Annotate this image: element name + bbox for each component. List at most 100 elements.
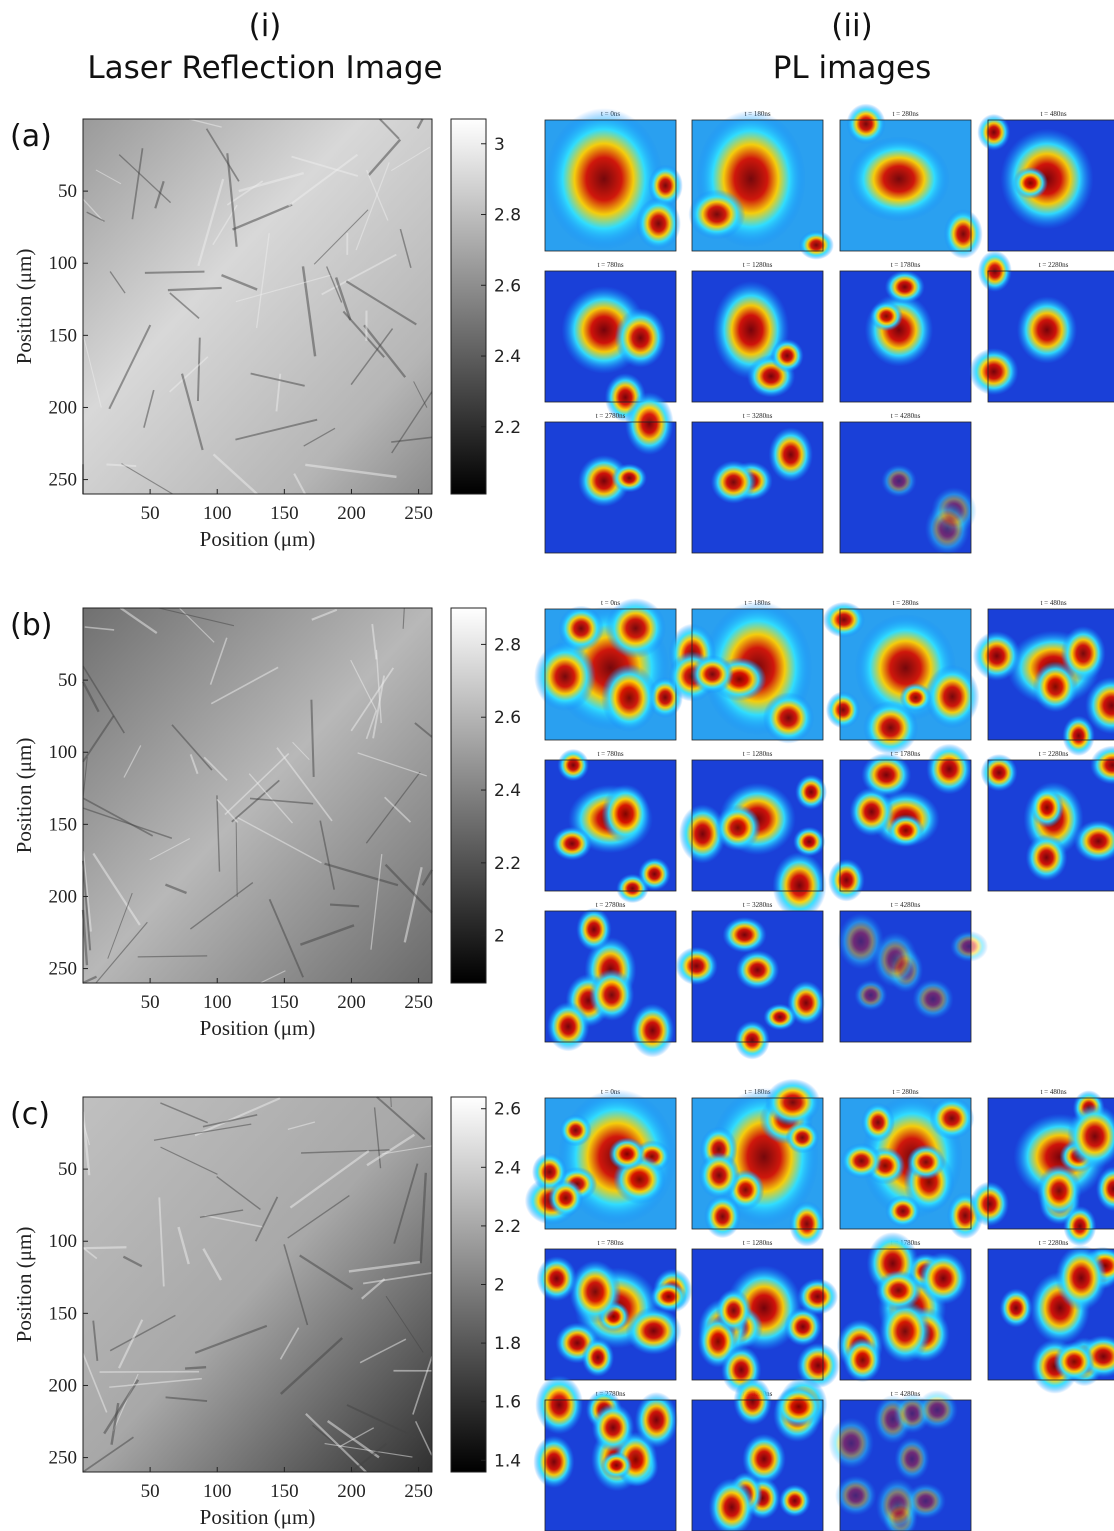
pl-blob xyxy=(763,692,814,743)
x-tick-label: 150 xyxy=(270,503,299,524)
y-tick-label: 100 xyxy=(49,253,78,274)
pl-blob xyxy=(704,1195,741,1238)
colorbar-tick-label: 2.6 xyxy=(494,708,521,728)
pl-blob xyxy=(875,1270,921,1311)
x-tick-label: 100 xyxy=(203,992,232,1013)
pl-image-title: t = 1280ns xyxy=(743,1239,773,1247)
texture-streak xyxy=(145,272,205,273)
pl-image-title: t = 2280ns xyxy=(1039,1239,1069,1247)
pl-blob xyxy=(625,392,674,455)
colorbar-tick-label: 3 xyxy=(494,135,505,155)
colorbar-tick-label: 2.2 xyxy=(494,1217,521,1237)
panel-label: (a) xyxy=(10,119,52,154)
y-tick-label: 100 xyxy=(49,742,78,763)
pl-blob xyxy=(625,1307,681,1355)
x-tick-label: 100 xyxy=(203,1481,232,1502)
colorbar-tick-label: 2.4 xyxy=(494,347,521,367)
pl-blob xyxy=(582,1338,614,1377)
x-tick-label: 200 xyxy=(337,503,366,524)
pl-blob xyxy=(547,1002,590,1052)
pl-blob xyxy=(907,1145,946,1180)
pl-blob xyxy=(592,1403,634,1452)
column-title: Laser Reflection Image xyxy=(87,50,442,86)
pl-blob xyxy=(716,1289,752,1332)
pl-blob xyxy=(981,754,1018,791)
pl-blob xyxy=(609,1137,646,1170)
y-tick-label: 50 xyxy=(58,1159,77,1180)
colorbar-tick-label: 2 xyxy=(494,927,505,947)
pl-image-title: t = 480ns xyxy=(1040,110,1066,118)
pl-blob xyxy=(557,749,589,781)
pl-blob xyxy=(536,1256,576,1301)
colorbar xyxy=(451,608,486,983)
pl-image-title: t = 2780ns xyxy=(596,901,626,909)
pl-blob xyxy=(533,1436,574,1489)
pl-blob xyxy=(846,104,885,145)
pl-image-title: t = 480ns xyxy=(1040,599,1066,607)
pl-blob xyxy=(977,114,1010,151)
x-axis-label: Position (μm) xyxy=(200,1505,316,1529)
pl-blob xyxy=(772,852,826,919)
y-tick-label: 200 xyxy=(49,1375,78,1396)
pl-blob xyxy=(973,631,1021,681)
pl-image-title: t = 4280ns xyxy=(891,901,921,909)
colorbar-tick-label: 2.8 xyxy=(494,635,521,655)
reflection-image xyxy=(83,119,432,494)
pl-blob xyxy=(887,814,924,846)
column-label: (i) xyxy=(249,8,282,44)
texture-streak xyxy=(83,1247,126,1248)
pl-image-title: t = 1280ns xyxy=(743,750,773,758)
pl-blob xyxy=(861,753,911,797)
pl-blob xyxy=(631,1004,675,1058)
pl-blob xyxy=(861,1103,895,1142)
pl-blob xyxy=(999,1288,1032,1327)
pl-blob xyxy=(635,1392,678,1448)
pl-image-title: t = 3280ns xyxy=(743,901,773,909)
pl-blob xyxy=(576,908,611,951)
pl-blob xyxy=(601,784,649,843)
pl-blob xyxy=(715,805,761,851)
y-tick-label: 50 xyxy=(58,670,77,691)
pl-blob xyxy=(829,1418,875,1469)
panel-label: (b) xyxy=(10,608,52,643)
colorbar-tick-label: 1.8 xyxy=(494,1334,521,1354)
pl-blob xyxy=(775,1386,823,1428)
pl-blob xyxy=(870,301,903,331)
pl-image-title: t = 1780ns xyxy=(891,261,921,269)
pl-blob xyxy=(763,1004,796,1031)
pl-blob xyxy=(797,1278,838,1314)
pl-blob xyxy=(894,1437,929,1480)
colorbar-tick-label: 1.4 xyxy=(494,1451,521,1471)
colorbar-tick-label: 2.4 xyxy=(494,1158,521,1178)
pl-blob xyxy=(885,270,925,303)
pl-blob xyxy=(1054,1342,1095,1382)
texture-streak xyxy=(391,1097,392,1107)
pl-blob xyxy=(885,1195,920,1227)
pl-blob xyxy=(828,859,865,902)
pl-blob xyxy=(785,1122,819,1154)
x-tick-label: 250 xyxy=(404,503,433,524)
column-title: PL images xyxy=(773,50,932,86)
pl-blob xyxy=(733,1377,771,1425)
pl-blob xyxy=(854,980,887,1011)
pl-blob xyxy=(650,1282,687,1312)
pl-blob xyxy=(881,465,916,498)
pl-blob xyxy=(589,969,634,1021)
pl-image-title: t = 780ns xyxy=(597,1239,623,1247)
colorbar-tick-label: 2.8 xyxy=(494,206,521,226)
pl-blob xyxy=(691,655,734,693)
x-tick-label: 250 xyxy=(404,1481,433,1502)
pl-blob xyxy=(711,461,757,504)
pl-blob xyxy=(1013,167,1048,199)
pl-blob xyxy=(970,1182,1009,1227)
pl-blob xyxy=(560,1114,592,1146)
colorbar-tick-label: 2.4 xyxy=(494,781,521,801)
pl-blob xyxy=(569,1260,621,1323)
pl-blob xyxy=(969,348,1018,395)
y-axis-label: Position (μm) xyxy=(12,738,36,854)
pl-blob xyxy=(699,1152,740,1199)
x-tick-label: 50 xyxy=(141,992,160,1013)
y-tick-label: 150 xyxy=(49,1303,78,1324)
pl-blob xyxy=(552,827,592,861)
pl-blob xyxy=(1030,787,1064,828)
